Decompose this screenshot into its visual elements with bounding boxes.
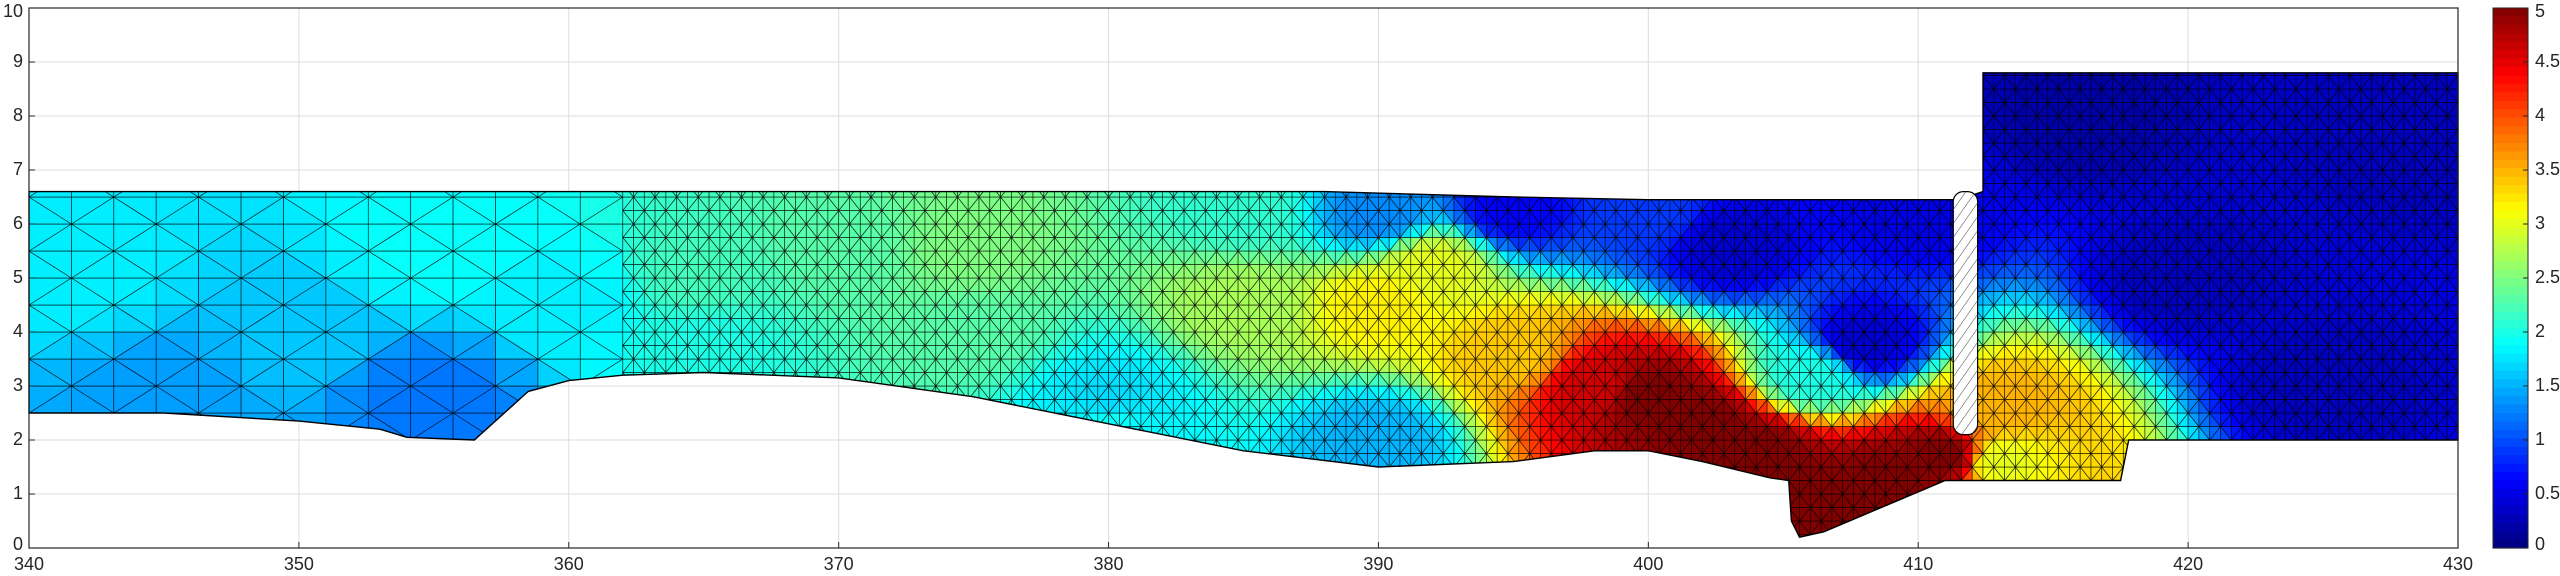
mesh-cell [112, 412, 157, 441]
mesh-cell [1540, 453, 1552, 468]
mesh-cell [1043, 412, 1055, 428]
mesh-cell [154, 412, 199, 441]
mesh-cell [1474, 182, 1487, 198]
mesh-cell [1777, 479, 1790, 495]
mesh-cell [1950, 480, 1963, 495]
mesh-cell [1777, 480, 1790, 495]
mesh-cell [29, 412, 72, 441]
mesh-cell [1183, 439, 1196, 454]
mesh-cell [978, 399, 991, 414]
mesh-cell [1205, 439, 1218, 455]
mesh-cell [665, 371, 678, 387]
mesh-cell [1485, 183, 1498, 198]
mesh-cell [1183, 439, 1196, 455]
mesh-cell [155, 412, 200, 441]
mesh-cell [697, 372, 710, 387]
mesh-cell [282, 412, 327, 441]
mesh-cell [675, 371, 688, 387]
mesh-cell [719, 372, 732, 387]
mesh-cell [697, 371, 710, 387]
mesh-cell [773, 372, 786, 387]
mesh-cell [924, 385, 937, 401]
mesh-cell [1787, 534, 1800, 538]
mesh-cell [1507, 182, 1520, 198]
mesh-cell [240, 412, 285, 441]
mesh-cell [1302, 453, 1315, 468]
mesh-cell [1291, 453, 1304, 468]
mesh-cell [1658, 453, 1671, 468]
mesh-cell [665, 372, 678, 387]
mesh-cell [29, 412, 73, 441]
mesh-cell [816, 372, 829, 387]
mesh-cell [978, 398, 991, 414]
mesh-cell [70, 412, 115, 441]
mesh-cell [708, 371, 721, 387]
mesh [29, 72, 2458, 538]
mesh-cell [784, 372, 797, 387]
mesh-cell [1572, 453, 1584, 468]
mesh-cell [113, 412, 158, 441]
mesh-cell [1496, 182, 1509, 198]
mesh-cell [805, 372, 818, 387]
mesh-cell [1572, 452, 1585, 468]
mesh-cell [794, 372, 807, 387]
mesh-cell [1259, 453, 1272, 468]
mesh-cell [686, 372, 699, 387]
mesh-cell [1949, 479, 1962, 495]
mesh-cell [1475, 183, 1488, 198]
mesh-cell [1679, 453, 1692, 468]
mesh-cell [495, 412, 540, 441]
mesh-cell [1000, 399, 1013, 414]
mesh-cell [687, 371, 700, 387]
mesh-cell [1809, 534, 1822, 538]
mesh-cell [1258, 452, 1271, 468]
mesh-cell [1733, 466, 1746, 482]
mesh-cell [1528, 453, 1541, 468]
mesh-cell [71, 412, 116, 441]
mesh-cell [537, 385, 582, 414]
mesh-cell [1486, 182, 1498, 198]
mesh-cell [1118, 426, 1131, 442]
mesh-cell [676, 372, 689, 387]
mesh-cell [1809, 533, 1822, 538]
mesh-cell [708, 372, 721, 387]
mesh-cell [1140, 426, 1153, 441]
mesh-cell [891, 385, 904, 401]
mesh-cell [1496, 183, 1509, 198]
mesh-cell [827, 372, 840, 387]
mesh-cell [719, 371, 732, 387]
